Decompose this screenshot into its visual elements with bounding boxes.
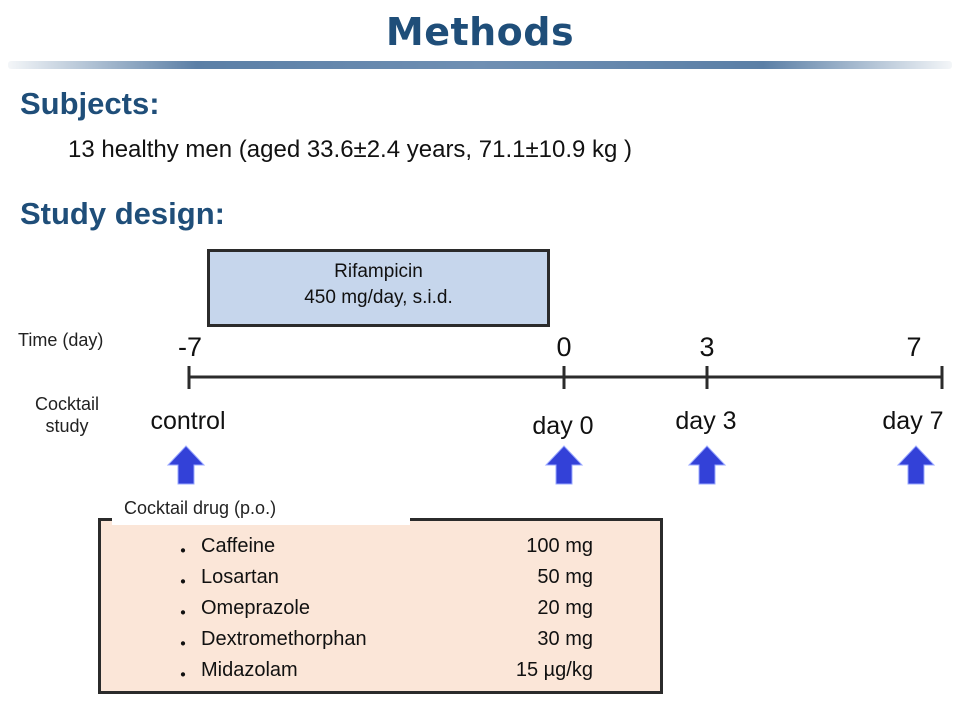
drug-row: ・ Dextromethorphan 30 mg bbox=[173, 628, 593, 658]
drug-name: Caffeine bbox=[201, 535, 276, 557]
tick-label-3: 3 bbox=[699, 332, 715, 362]
drug-bullet: ・ bbox=[173, 541, 193, 563]
up-arrow-icon bbox=[896, 445, 936, 485]
drug-bullet: ・ bbox=[173, 665, 193, 687]
drug-row: ・ Losartan 50 mg bbox=[173, 566, 593, 596]
tick-label-minus7: -7 bbox=[177, 332, 202, 362]
drug-dose: 50 mg bbox=[537, 566, 593, 588]
cocktail-study-label: Cocktail study bbox=[12, 393, 122, 437]
up-arrow-icon bbox=[166, 445, 206, 485]
drug-row: ・ Omeprazole 20 mg bbox=[173, 597, 593, 627]
drug-name: Midazolam bbox=[201, 659, 298, 681]
study-day-0: day 0 bbox=[532, 412, 594, 440]
title-divider bbox=[8, 61, 952, 69]
tick-label-7: 7 bbox=[906, 332, 922, 362]
drug-bullet: ・ bbox=[173, 572, 193, 594]
subjects-description: 13 healthy men (aged 33.6±2.4 years, 71.… bbox=[68, 136, 633, 163]
rifampicin-label: Rifampicin bbox=[334, 261, 423, 282]
drug-bullet: ・ bbox=[173, 634, 193, 656]
drug-dose: 100 mg bbox=[526, 535, 593, 557]
time-axis-label: Time (day) bbox=[18, 330, 104, 350]
drug-name: Losartan bbox=[201, 566, 279, 588]
rifampicin-box: Rifampicin 450 mg/day, s.i.d. bbox=[207, 249, 550, 327]
cocktail-label-line2: study bbox=[45, 416, 89, 436]
rifampicin-dose: 450 mg/day, s.i.d. bbox=[304, 287, 453, 308]
page-title: Methods bbox=[385, 10, 575, 54]
up-arrow-icon bbox=[544, 445, 584, 485]
drug-bullet: ・ bbox=[173, 603, 193, 625]
subjects-heading: Subjects: bbox=[20, 86, 160, 121]
drug-name: Dextromethorphan bbox=[201, 628, 367, 650]
cocktail-drug-box: ・ Caffeine 100 mg ・ Losartan 50 mg ・ Ome… bbox=[98, 518, 663, 694]
cocktail-drug-caption: Cocktail drug (p.o.) bbox=[112, 491, 410, 525]
cocktail-label-line1: Cocktail bbox=[34, 394, 100, 414]
study-day-control: control bbox=[150, 407, 226, 435]
study-day-7: day 7 bbox=[882, 407, 944, 435]
drug-dose: 15 µg/kg bbox=[515, 659, 593, 681]
study-day-3: day 3 bbox=[675, 407, 737, 435]
tick-label-0: 0 bbox=[556, 332, 572, 362]
drug-dose: 30 mg bbox=[537, 628, 593, 650]
drug-name: Omeprazole bbox=[201, 597, 310, 619]
up-arrow-icon bbox=[687, 445, 727, 485]
drug-row: ・ Midazolam 15 µg/kg bbox=[173, 659, 593, 689]
study-design-heading: Study design: bbox=[20, 196, 225, 231]
drug-dose: 20 mg bbox=[537, 597, 593, 619]
drug-row: ・ Caffeine 100 mg bbox=[173, 535, 593, 565]
